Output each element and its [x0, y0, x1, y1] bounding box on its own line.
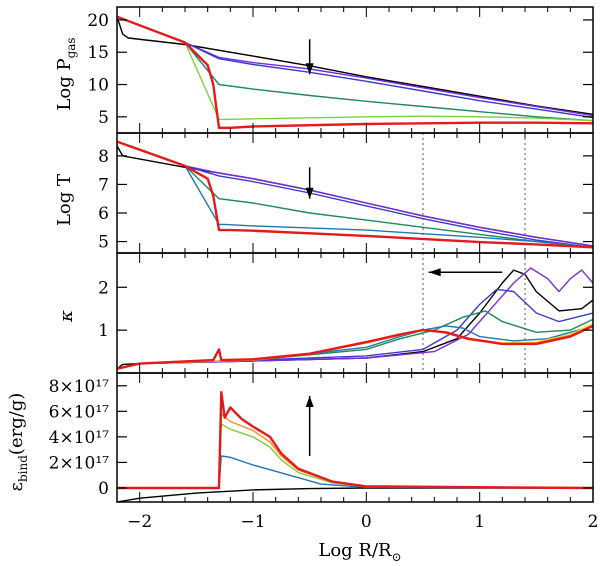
ytick-label-kappa-0: 1: [98, 321, 109, 341]
y-axis-label-pgas: Log Pgas: [54, 37, 78, 110]
panel-logt: 5 6 7 8: [98, 132, 594, 254]
y-label-logt-main: Log T: [54, 174, 75, 226]
series-line-logt-teal: [117, 140, 593, 248]
series-line-ebind-teal: [117, 455, 593, 489]
x-axis-label-sub: ⊙: [392, 550, 402, 564]
y-axis-label-kappa: κ: [56, 310, 77, 323]
ytick-label-ebind-0: 0: [98, 479, 109, 499]
ytick-label-kappa-1: 2: [98, 278, 109, 298]
series-group-logt: [117, 140, 593, 249]
series-line-pgas-red: [117, 15, 593, 129]
xtick-label-3: 1: [474, 512, 485, 532]
arrow-head-pgas: [305, 63, 314, 75]
ytick-label-pgas-1: 10: [87, 76, 109, 96]
y-label-ebind-sub: bind: [16, 455, 30, 482]
panel-ebind: 0 2×10¹⁷ 4×10¹⁷ 6×10¹⁷ 8×10¹⁷: [49, 372, 594, 503]
ytick-label-logt-0: 5: [98, 233, 109, 253]
series-line-pgas-blue: [117, 16, 593, 119]
ytick-label-pgas-0: 5: [98, 108, 109, 128]
ytick-label-pgas-2: 15: [87, 43, 109, 63]
panel-kappa: 12: [98, 252, 594, 374]
y-label-pgas-main: Log P: [54, 58, 75, 110]
xtick-label-2: 0: [361, 512, 372, 532]
ytick-label-logt-3: 8: [98, 147, 109, 167]
ytick-label-ebind-3: 6×10¹⁷: [49, 402, 110, 422]
ytick-label-ebind-1: 2×10¹⁷: [49, 453, 110, 473]
series-line-logt-blue: [117, 140, 593, 248]
arrow-head-logt: [305, 187, 314, 199]
series-line-pgas-green: [117, 16, 593, 122]
plot-layer: 510152056781202×10¹⁷4×10¹⁷6×10¹⁷8×10¹⁷−2…: [49, 6, 598, 532]
series-group-kappa: [117, 267, 593, 370]
arrow-head-ebind: [305, 395, 314, 407]
x-axis-label-main: Log R/R: [318, 540, 392, 561]
series-group-ebind: [117, 391, 593, 502]
series-line-ebind-red: [117, 391, 593, 490]
y-label-pgas-sub: gas: [64, 37, 78, 58]
panel-frame-pgas: [116, 6, 594, 134]
panel-pgas: 5 10 15 20: [87, 6, 594, 134]
ytick-label-ebind-2: 4×10¹⁷: [49, 428, 110, 448]
series-line-ebind-lime: [117, 423, 593, 489]
panel-frame-kappa: [116, 252, 594, 374]
x-axis-label: Log R/R⊙: [318, 540, 401, 564]
y-label-kappa-main: κ: [56, 310, 77, 323]
series-line-ebind-black: [117, 487, 593, 502]
arrow-head-kappa: [428, 268, 441, 277]
series-line-pgas-lime: [117, 16, 593, 122]
series-line-logt-green: [117, 140, 593, 248]
x-tick-labels: −2 −1 0 1 2: [127, 512, 598, 532]
ytick-label-logt-2: 7: [98, 175, 109, 195]
ytick-label-ebind-4: 8×10¹⁷: [49, 377, 110, 397]
panel-frame-ebind: [116, 372, 594, 503]
xtick-label-0: −2: [127, 512, 152, 532]
series-line-logt-red: [117, 140, 593, 249]
series-line-kappa-violet: [117, 267, 593, 370]
series-line-logt-violet: [117, 140, 593, 247]
series-line-ebind-orange: [117, 413, 593, 489]
series-line-kappa-blue: [117, 288, 593, 370]
y-label-ebind-suffix: (erg/g): [6, 393, 27, 455]
y-axis-label-logt: Log T: [54, 174, 75, 226]
xtick-label-4: 2: [588, 512, 599, 532]
ytick-label-pgas-3: 20: [87, 11, 109, 31]
ytick-label-logt-1: 6: [98, 204, 109, 224]
series-line-kappa-red: [117, 324, 593, 370]
xtick-label-1: −1: [240, 512, 265, 532]
series-line-logt-black: [117, 145, 593, 247]
y-axis-label-ebind: εbind(erg/g): [6, 393, 30, 492]
series-line-kappa-black: [117, 269, 593, 370]
series-group-pgas: [117, 15, 593, 129]
y-label-ebind-main: ε: [6, 482, 27, 491]
